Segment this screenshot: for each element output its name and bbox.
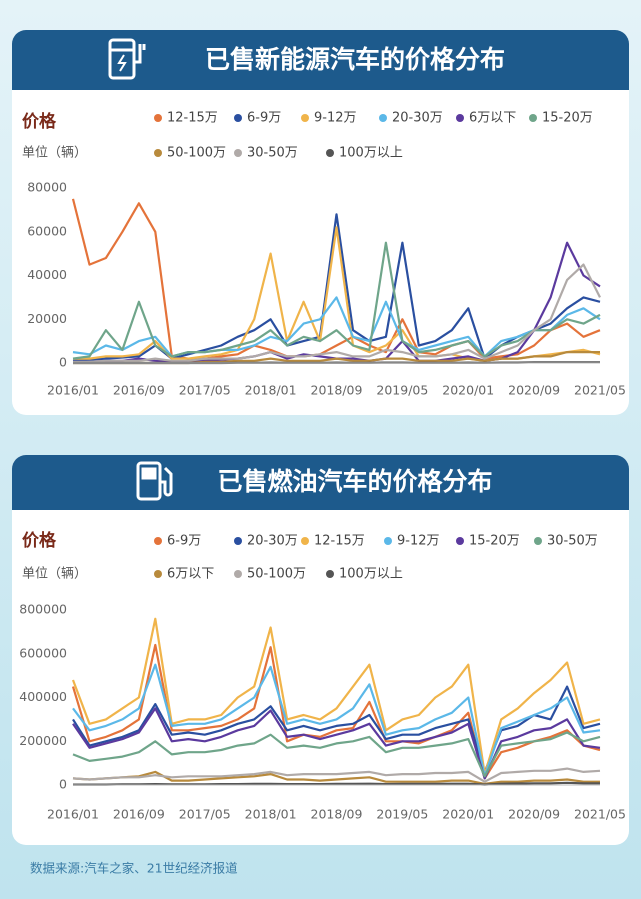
legend-label: 30-50万 [247,146,298,161]
legend-marker [384,537,392,545]
chart-title: 已售新能源汽车的价格分布 [205,45,505,74]
source-note: 数据来源:汽车之家、21世纪经济报道 [30,861,238,876]
panel [12,455,629,845]
x-tick-label: 2016/01 [47,383,99,398]
y-tick-label: 80000 [27,180,67,195]
y-tick-label: 20000 [27,311,67,326]
legend-marker [301,114,309,122]
series-line [72,685,601,773]
legend-marker [154,570,162,578]
x-tick-label: 2018/01 [245,807,297,822]
x-tick-label: 2018/01 [245,383,297,398]
pump-icon [136,461,173,501]
charger-icon [108,38,146,80]
legend-marker [234,537,242,545]
y-tick-label: 600000 [19,645,67,660]
legend-marker [234,149,242,157]
y-tick-label: 0 [59,355,67,370]
x-tick-label: 2020/01 [442,807,494,822]
legend-label: 6万以下 [469,111,516,126]
x-tick-label: 2021/05 [574,383,626,398]
unit-label: 单位（辆） [22,146,87,161]
series-line [72,663,601,778]
y-tick-label: 800000 [19,602,67,617]
legend-marker [301,537,309,545]
legend-label: 9-12万 [397,534,440,549]
y-axis-label: 价格 [22,530,57,551]
x-tick-label: 2017/05 [179,383,231,398]
x-tick-label: 2018/09 [311,383,363,398]
x-tick-label: 2016/01 [47,807,99,822]
x-tick-label: 2016/09 [113,807,165,822]
series-line [71,643,601,780]
legend-marker [154,114,162,122]
legend-marker [379,114,387,122]
legend-marker [234,114,242,122]
y-axis-label: 价格 [22,111,57,132]
panel-header [12,30,629,90]
x-tick-label: 2020/01 [442,383,494,398]
x-tick-label: 2018/09 [311,807,363,822]
legend-label: 12-15万 [167,111,218,126]
legend-label: 100万以上 [339,567,403,582]
unit-label: 单位（辆） [22,567,87,582]
legend-label: 30-50万 [547,534,598,549]
legend-label: 15-20万 [542,111,593,126]
legend-label: 20-30万 [247,534,298,549]
legend-label: 50-100万 [167,146,226,161]
legend-marker [154,149,162,157]
legend-marker [234,570,242,578]
chart-title: 已售燃油汽车的价格分布 [217,467,492,496]
y-tick-label: 200000 [19,733,67,748]
x-tick-label: 2021/05 [574,807,626,822]
x-tick-label: 2017/05 [179,807,231,822]
legend-label: 100万以上 [339,146,403,161]
x-tick-label: 2019/05 [376,383,428,398]
legend-marker [529,114,537,122]
series-line [72,296,601,358]
legend-label: 9-12万 [314,111,357,126]
legend-marker [326,149,334,157]
series-line [71,617,601,776]
series-line [72,767,601,783]
y-tick-label: 60000 [27,223,67,238]
legend-label: 15-20万 [469,534,520,549]
legend-label: 6-9万 [247,111,281,126]
series-line [73,781,600,786]
y-tick-label: 40000 [27,267,67,282]
series-line [72,731,601,778]
legend-marker [326,570,334,578]
legend-label: 20-30万 [392,111,443,126]
legend-label: 50-100万 [247,567,306,582]
series-line [72,241,601,360]
legend-marker [456,537,464,545]
x-tick-label: 2016/09 [113,383,165,398]
legend-marker [534,537,542,545]
x-tick-label: 2020/09 [508,807,560,822]
legend-label: 6万以下 [167,567,214,582]
legend-label: 12-15万 [314,534,365,549]
x-tick-label: 2019/05 [376,807,428,822]
x-tick-label: 2020/09 [508,383,560,398]
series-line [73,263,601,363]
y-tick-label: 0 [59,777,67,792]
y-tick-label: 400000 [19,689,67,704]
series-line [72,707,601,780]
legend-marker [154,537,162,545]
legend-marker [456,114,464,122]
legend-label: 6-9万 [167,534,201,549]
